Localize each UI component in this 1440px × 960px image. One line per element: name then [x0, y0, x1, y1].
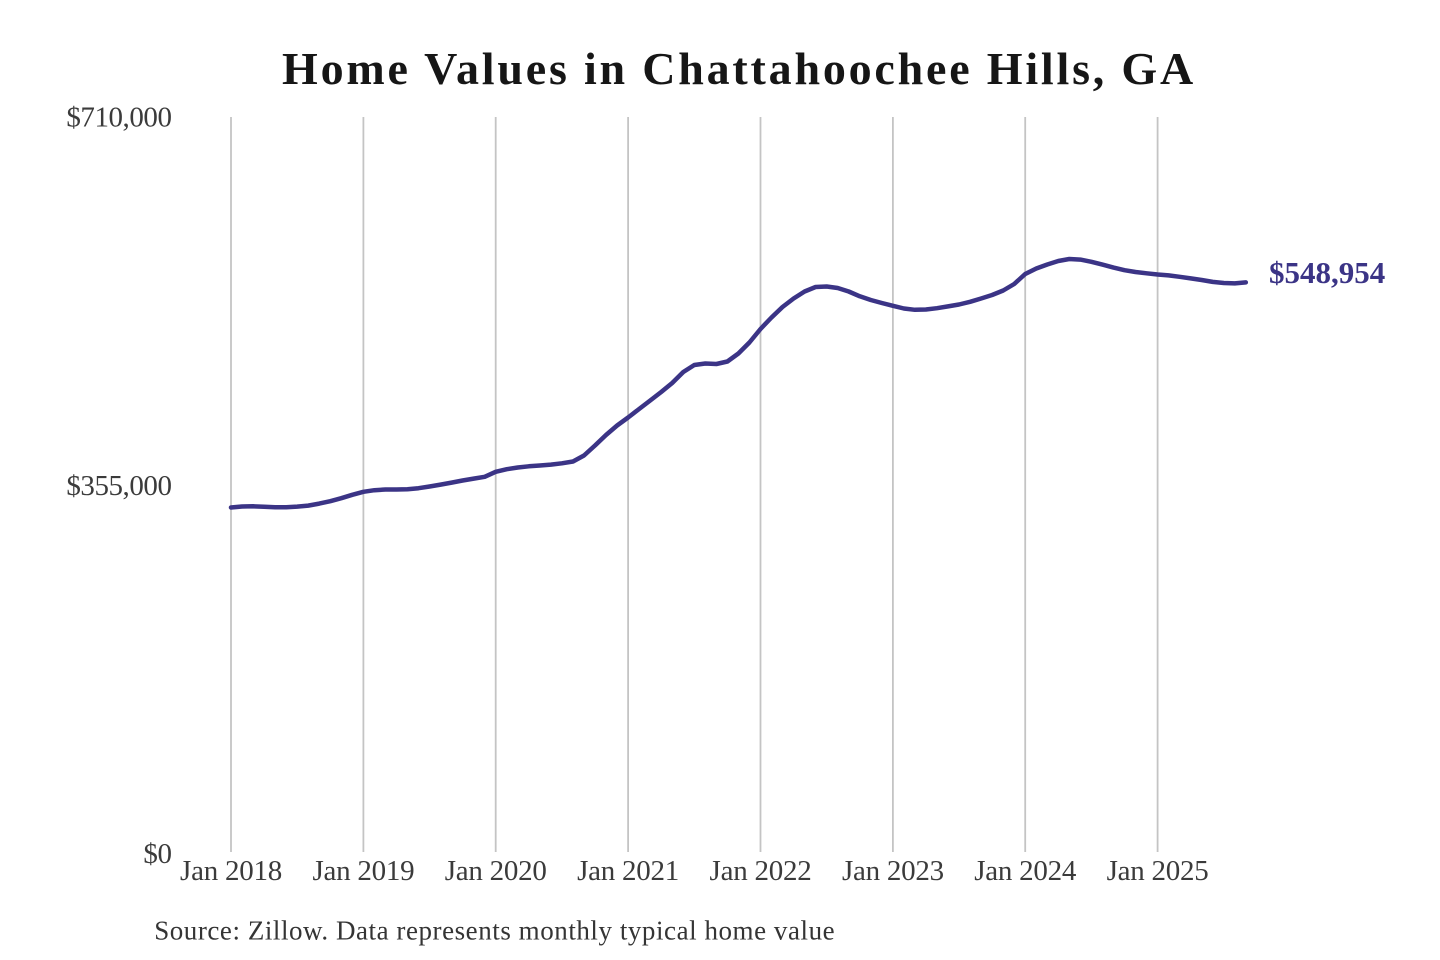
- svg-text:$0: $0: [143, 838, 171, 870]
- svg-text:Jan 2025: Jan 2025: [1107, 855, 1209, 887]
- svg-text:Source: Zillow. Data represent: Source: Zillow. Data represents monthly …: [154, 916, 835, 946]
- svg-text:Jan 2023: Jan 2023: [842, 855, 944, 887]
- svg-text:Jan 2020: Jan 2020: [445, 855, 547, 887]
- svg-text:$710,000: $710,000: [66, 102, 171, 134]
- svg-text:$355,000: $355,000: [66, 470, 171, 502]
- svg-text:$548,954: $548,954: [1269, 255, 1385, 290]
- svg-text:Jan 2021: Jan 2021: [577, 855, 679, 887]
- svg-text:Jan 2024: Jan 2024: [974, 855, 1077, 887]
- svg-text:Home Values in Chattahoochee H: Home Values in Chattahoochee Hills, GA: [282, 43, 1196, 94]
- svg-text:Jan 2018: Jan 2018: [180, 855, 282, 887]
- svg-text:Jan 2019: Jan 2019: [312, 855, 414, 887]
- svg-text:Jan 2022: Jan 2022: [710, 855, 812, 887]
